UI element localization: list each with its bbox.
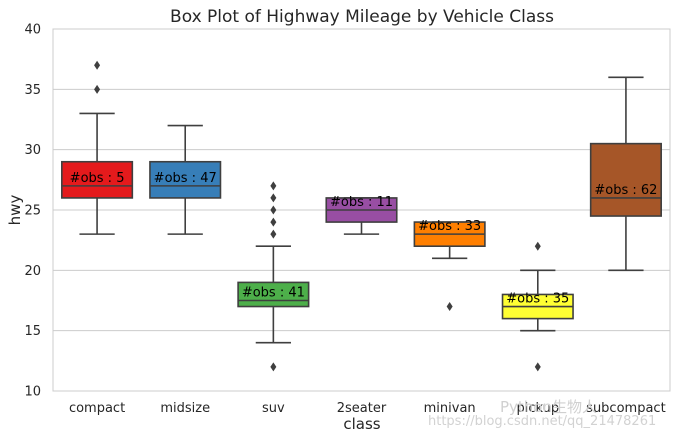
obs-count-label: #obs : 41 — [242, 286, 305, 301]
obs-count-label: #obs : 47 — [154, 171, 217, 186]
box-group: #obs : 33 — [413, 219, 486, 312]
outlier-point — [270, 181, 277, 191]
x-tick-label: subcompact — [586, 401, 666, 416]
outlier-point — [534, 362, 541, 372]
outlier-point — [270, 205, 277, 215]
x-tick-label: 2seater — [337, 401, 387, 416]
chart-title: Box Plot of Highway Mileage by Vehicle C… — [170, 7, 554, 27]
box-group: #obs : 41 — [237, 181, 310, 372]
obs-count-label: #obs : 62 — [594, 183, 657, 198]
box-group: #obs : 62 — [589, 76, 662, 272]
obs-count-label: #obs : 35 — [506, 292, 569, 307]
y-tick-label: 40 — [24, 23, 41, 38]
x-tick-label: suv — [262, 401, 285, 416]
boxes: #obs : 5 #obs : 47 #obs : 41 #obs : 11 #obs … — [61, 60, 662, 372]
x-tick-label: compact — [69, 401, 125, 416]
x-tick-labels: compact midsize suv 2seater minivan pickup sub… — [69, 401, 666, 416]
outlier-point — [446, 302, 453, 312]
outlier-point — [270, 193, 277, 203]
y-tick-label: 25 — [24, 204, 41, 219]
y-axis-label: hwy — [6, 195, 24, 226]
x-tick-label: pickup — [516, 401, 559, 416]
outlier-point — [94, 84, 101, 94]
x-tick-label: midsize — [160, 401, 210, 416]
plot-area-frame — [52, 28, 671, 392]
box-group: #obs : 5 — [61, 60, 134, 235]
y-tick-label: 30 — [24, 143, 41, 158]
y-tick-label: 10 — [24, 385, 41, 400]
box-group: #obs : 11 — [325, 195, 398, 235]
y-tick-label: 15 — [24, 324, 41, 339]
box-iqr — [237, 281, 310, 308]
outlier-point — [270, 229, 277, 239]
obs-count-label: #obs : 33 — [418, 219, 481, 234]
y-tick-labels: 10 15 20 25 30 35 40 — [24, 23, 41, 400]
outlier-point — [270, 217, 277, 227]
box-iqr — [149, 160, 222, 199]
outlier-point — [94, 60, 101, 70]
box-iqr — [61, 160, 134, 199]
x-tick-label: minivan — [424, 401, 476, 416]
x-axis-label: class — [343, 415, 380, 433]
obs-count-label: #obs : 5 — [70, 171, 125, 186]
y-tick-label: 35 — [24, 83, 41, 98]
box-group: #obs : 47 — [149, 124, 222, 235]
obs-count-label: #obs : 11 — [330, 195, 393, 210]
box-group: #obs : 35 — [501, 241, 574, 372]
box-iqr — [589, 142, 662, 217]
outlier-point — [270, 362, 277, 372]
outlier-point — [534, 241, 541, 251]
y-tick-label: 20 — [24, 264, 41, 279]
